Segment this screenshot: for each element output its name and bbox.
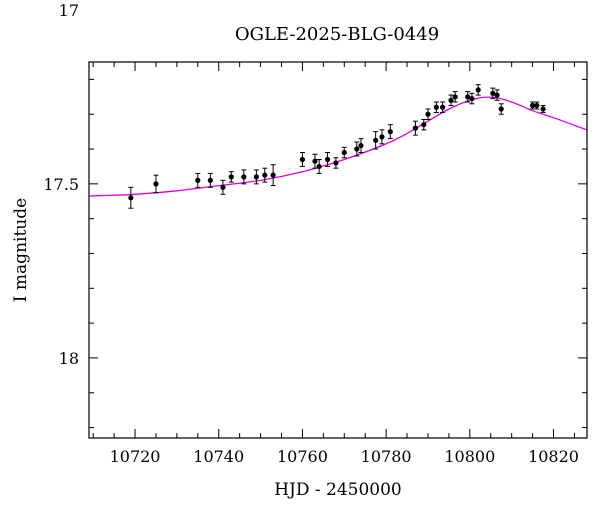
x-tick-label: 10800 [444,447,495,466]
data-point-marker [452,94,458,100]
data-point [494,89,500,101]
data-point-marker [316,163,322,170]
data-point [498,103,504,115]
data-point [440,101,446,113]
data-point [312,153,318,169]
data-point-marker [262,172,268,178]
data-point-marker [128,195,134,201]
data-point [316,158,322,174]
data-point [373,131,379,150]
data-point-marker [207,177,213,183]
data-point [354,141,360,157]
data-point [412,120,419,136]
data-point [207,172,213,188]
data-point-marker [440,104,446,110]
data-point-marker [299,156,306,163]
data-point [421,118,427,131]
data-point [195,172,201,188]
data-point-marker [153,181,159,187]
data-point [153,174,159,194]
data-point [220,179,226,195]
data-point-marker [358,142,364,149]
data-point-marker [421,122,427,128]
data-point [469,92,475,105]
y-tick-label: 18 [59,349,79,368]
x-tick-label: 10720 [110,447,161,466]
data-point [228,171,234,183]
data-points [128,84,546,209]
data-point-marker [412,125,419,131]
data-point-marker [498,106,504,112]
axis-ticks [89,62,587,438]
data-point [529,101,536,110]
data-point [490,87,496,100]
data-point-marker [253,174,259,180]
x-tick-label: 10820 [528,447,579,466]
data-point [241,169,247,185]
y-tick-label: 17 [59,1,79,20]
data-point-marker [228,174,234,180]
data-point [425,108,431,120]
data-point-marker [373,137,379,143]
data-point [262,167,268,183]
data-point [534,101,540,110]
data-point-marker [354,146,360,152]
data-point-marker [433,104,439,110]
data-point-marker [195,177,201,183]
y-tick-label: 17.5 [43,175,79,194]
data-point-marker [341,149,347,156]
axis-tick-labels: 10720 10740 10760 10780 10800 10820 17 17.5 18 [43,1,579,466]
data-point [358,138,364,154]
data-point-marker [529,102,536,109]
x-tick-label: 10740 [193,447,244,466]
plot-frame [88,61,588,439]
data-point [299,152,306,167]
x-axis-label: HJD - 2450000 [274,480,402,500]
data-point-marker [448,97,454,103]
data-point [387,124,393,140]
data-point-marker [241,174,247,180]
data-point-marker [469,95,475,102]
data-point [448,94,454,107]
data-point-marker [220,184,226,190]
model-curve [88,96,588,197]
data-point [341,146,347,159]
data-point [333,157,339,169]
data-point [475,84,481,96]
data-point-marker [333,160,339,166]
data-point [253,169,259,185]
data-point-marker [387,129,393,135]
data-point-marker [465,94,471,100]
data-point-marker [540,106,546,112]
x-tick-label: 10780 [361,447,412,466]
data-point [324,152,331,167]
data-point [379,129,385,145]
data-point [128,186,134,209]
data-point-marker [494,92,500,98]
y-axis-label: I magnitude [11,198,31,302]
data-point-marker [324,156,331,163]
chart-title: OGLE-2025-BLG-0449 [235,24,439,45]
data-point-marker [534,102,540,109]
data-point-marker [379,134,385,140]
data-point-marker [312,158,318,164]
data-point-marker [425,111,431,117]
data-point [465,91,471,103]
x-tick-label: 10760 [277,447,328,466]
data-point [540,105,546,113]
data-point [270,164,276,187]
data-point [452,91,458,103]
data-point-marker [475,87,481,93]
data-point [433,101,439,113]
data-point-marker [270,172,276,178]
data-point-marker [490,90,496,96]
